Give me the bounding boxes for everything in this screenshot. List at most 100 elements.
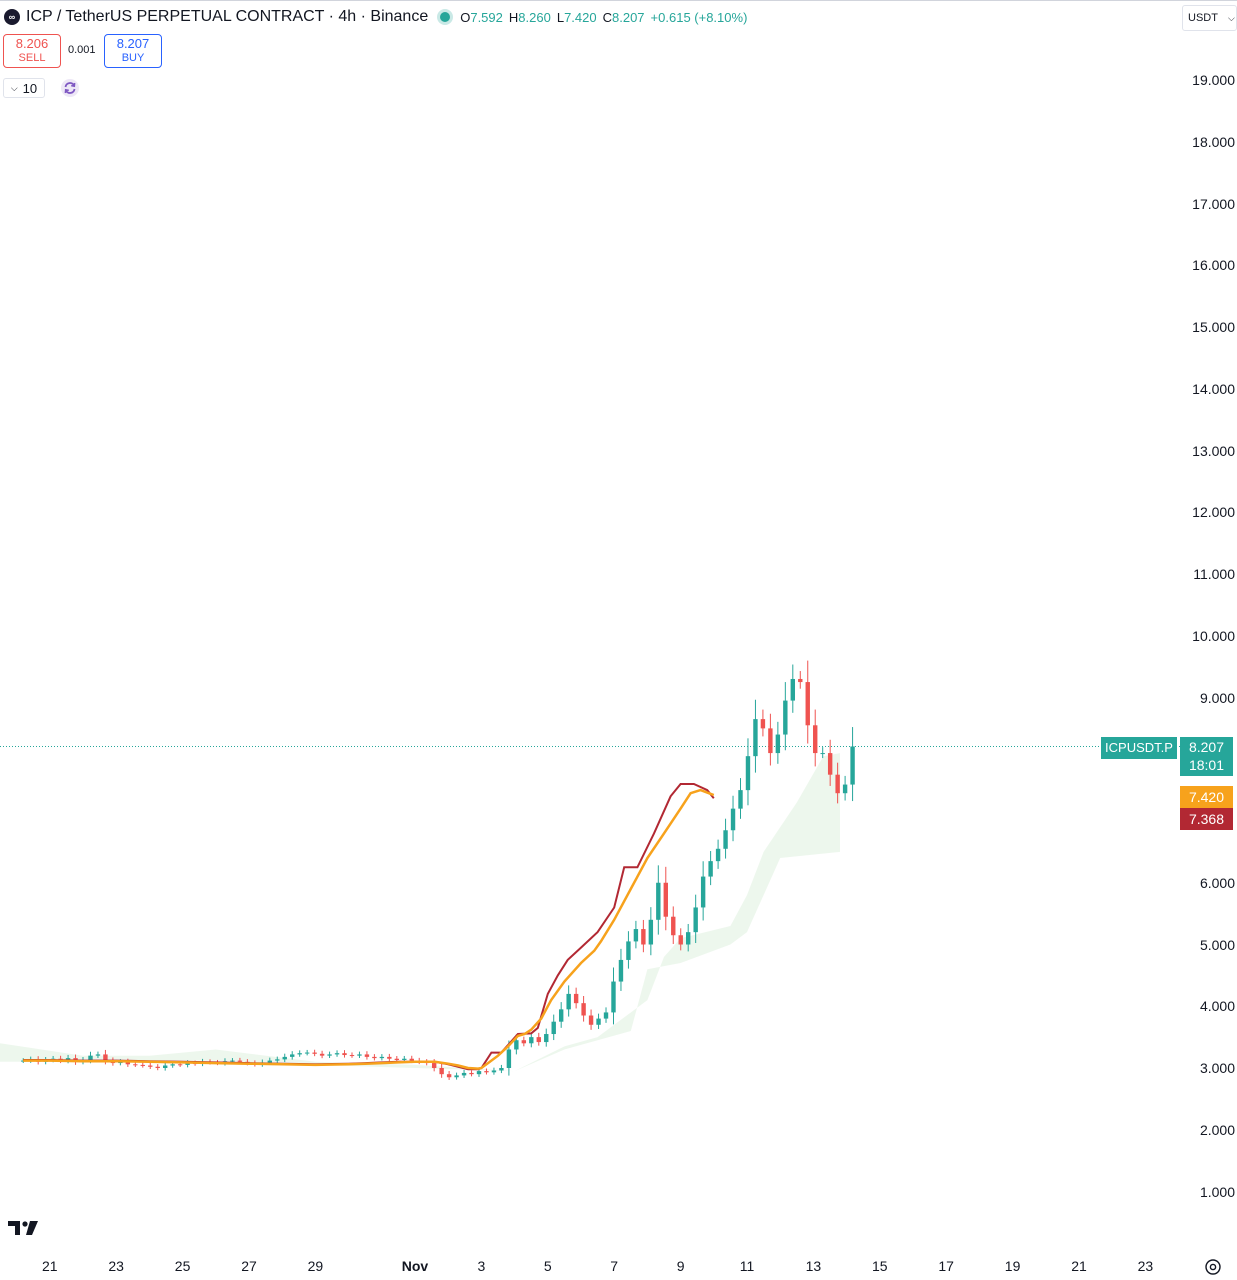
chart-header: ∞ ICP / TetherUS PERPETUAL CONTRACT · 4h…	[4, 6, 753, 28]
candle-body	[334, 1053, 340, 1055]
time-tick-label: 17	[938, 1258, 954, 1274]
time-tick-label: 19	[1004, 1258, 1021, 1274]
candle-body	[499, 1068, 504, 1071]
candle-body	[686, 932, 691, 945]
time-tick-label: 5	[543, 1258, 552, 1274]
candle-body	[529, 1037, 534, 1044]
candle-body	[282, 1056, 287, 1060]
symbol-price-tag: ICPUSDT.P	[1101, 737, 1177, 759]
price-tick-label: 1.000	[1199, 1183, 1235, 1200]
candle-body	[798, 678, 803, 683]
ma-fast-line	[23, 788, 715, 1070]
time-tick-label: 23	[108, 1258, 124, 1274]
candle-body	[596, 1018, 601, 1025]
time-tick-label: 25	[174, 1258, 191, 1274]
candle-body	[820, 753, 825, 755]
candle-body	[88, 1055, 93, 1060]
candle-body	[469, 1072, 474, 1075]
candle-body	[133, 1064, 138, 1066]
candle-body	[476, 1071, 482, 1075]
candle-body	[402, 1058, 407, 1060]
symbol-title[interactable]: ICP / TetherUS PERPETUAL CONTRACT · 4h ·…	[26, 8, 429, 25]
candle-body	[573, 993, 579, 1004]
price-tick-label: 11.000	[1193, 566, 1235, 582]
candle-body	[125, 1061, 131, 1065]
candle-body	[237, 1060, 243, 1062]
candle-body	[693, 907, 698, 933]
candle-body	[805, 682, 810, 726]
buy-label: BUY	[121, 52, 145, 64]
candle-body	[357, 1054, 362, 1056]
candle-body	[140, 1064, 145, 1066]
candle-body	[678, 935, 683, 945]
candle-body	[813, 725, 818, 754]
time-tick-label: 29	[307, 1258, 324, 1274]
candle-body	[387, 1056, 392, 1059]
time-tick-label: 7	[610, 1258, 619, 1274]
candle-body	[312, 1052, 317, 1054]
bar-countdown: 18:01	[1188, 757, 1225, 773]
candle-body	[641, 929, 646, 945]
time-tick-label: 21	[1071, 1258, 1087, 1274]
price-tick-label: 12.000	[1192, 504, 1235, 521]
candles	[21, 660, 855, 1080]
candle-body	[633, 929, 639, 942]
time-tick-label: 21	[42, 1258, 58, 1274]
top-border	[0, 0, 1237, 1]
candle-body	[514, 1040, 519, 1050]
candle-body	[648, 919, 654, 945]
time-tick-label: 27	[241, 1258, 257, 1274]
time-tick-label: 3	[477, 1258, 486, 1274]
candle-body	[327, 1054, 332, 1056]
buy-button[interactable]: 8.207 BUY	[104, 34, 162, 68]
time-tick-label: 23	[1137, 1258, 1154, 1274]
currency-selector[interactable]: USDT ⌵	[1182, 5, 1237, 31]
candle-body	[185, 1063, 190, 1065]
candle-body	[663, 882, 668, 917]
candle-body	[364, 1054, 370, 1057]
candle-body	[454, 1075, 459, 1078]
tradingview-logo-icon[interactable]	[8, 1218, 42, 1238]
chevron-down-icon: ⌵	[1227, 12, 1235, 23]
candle-body	[738, 790, 743, 809]
candle-body	[521, 1040, 527, 1044]
price-tick-label: 14.000	[1192, 380, 1235, 397]
candle-body	[379, 1056, 385, 1059]
price-tick-label: 2.000	[1199, 1121, 1235, 1138]
price-tick-label: 13.000	[1192, 442, 1235, 459]
indicators-collapse-button[interactable]: ⌵ 10	[3, 78, 45, 98]
buy-price: 8.207	[116, 36, 150, 51]
candle-body	[148, 1065, 153, 1067]
sell-price: 8.206	[15, 36, 49, 51]
indicator-count: 10	[22, 80, 38, 96]
last-price-tag: 8.207 18:01	[1180, 737, 1233, 776]
candle-body	[618, 959, 624, 982]
price-tick-label: 6.000	[1199, 874, 1235, 891]
ma-fast-price-tag: 7.420	[1180, 786, 1233, 808]
price-tick-label: 16.000	[1192, 257, 1235, 274]
candle-body	[394, 1058, 400, 1060]
settings-icon[interactable]	[1204, 1258, 1222, 1276]
last-price-value: 8.207	[1188, 739, 1225, 755]
exchange-logo-icon[interactable]: ∞	[4, 9, 20, 25]
candle-body	[700, 876, 706, 908]
candle-body	[162, 1065, 168, 1068]
candle-body	[342, 1053, 347, 1056]
time-tick-label: Nov	[401, 1258, 429, 1274]
candle-body	[177, 1064, 183, 1066]
candle-body	[730, 808, 736, 831]
ohlc-item: H8.260	[508, 9, 551, 25]
time-tick-label: 13	[805, 1258, 822, 1274]
sell-button[interactable]: 8.206 SELL	[3, 34, 61, 68]
candle-body	[267, 1060, 272, 1063]
candle-body	[671, 916, 676, 936]
price-tick-label: 15.000	[1192, 319, 1235, 335]
candle-body	[446, 1074, 452, 1078]
candle-body	[409, 1058, 414, 1061]
refresh-icon[interactable]	[60, 78, 80, 98]
candle-body	[760, 719, 766, 729]
candle-body	[775, 734, 781, 754]
price-tick-label: 18.000	[1192, 133, 1235, 150]
candle-body	[835, 774, 840, 794]
